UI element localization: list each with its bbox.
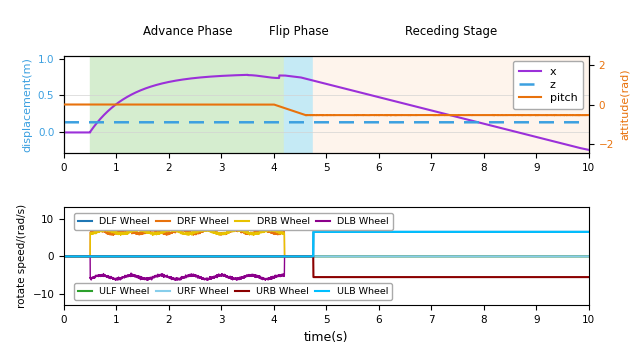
Bar	[90, 56, 284, 153]
URB Wheel	[452, 275, 460, 279]
DLF Wheel	[492, 230, 499, 234]
DRB Wheel	[492, 254, 499, 259]
Text: Flip Phase: Flip Phase	[269, 25, 329, 38]
ULF Wheel	[492, 254, 499, 259]
DRB Wheel	[401, 254, 409, 259]
ULF Wheel	[375, 254, 383, 259]
DRF Wheel	[401, 254, 409, 259]
ULB Wheel	[401, 230, 409, 234]
Y-axis label: displacement(m): displacement(m)	[22, 57, 32, 152]
DLF Wheel	[156, 254, 163, 259]
DRF Wheel	[452, 254, 460, 259]
ULB Wheel	[310, 230, 317, 234]
Line: DRB Wheel: DRB Wheel	[64, 229, 589, 256]
Text: Advance Phase: Advance Phase	[143, 25, 232, 38]
DRB Wheel	[60, 254, 68, 259]
DRF Wheel	[123, 226, 131, 230]
URF Wheel	[60, 254, 68, 259]
Y-axis label: rotate speed/(rad/s): rotate speed/(rad/s)	[17, 204, 27, 308]
X-axis label: time(s): time(s)	[304, 331, 349, 344]
DLB Wheel	[156, 273, 163, 277]
Text: Receding Stage: Receding Stage	[405, 25, 497, 38]
DRF Wheel	[585, 254, 593, 259]
DRF Wheel	[60, 254, 68, 259]
URB Wheel	[260, 254, 268, 259]
URF Wheel	[260, 254, 268, 259]
DLF Wheel	[60, 254, 68, 259]
DLF Wheel	[260, 254, 268, 259]
URB Wheel	[492, 275, 499, 279]
URF Wheel	[156, 254, 163, 259]
ULB Wheel	[492, 230, 499, 234]
ULB Wheel	[60, 254, 68, 259]
URF Wheel	[401, 254, 409, 259]
DLB Wheel	[112, 278, 120, 282]
DRB Wheel	[375, 254, 383, 259]
DLB Wheel	[260, 277, 268, 281]
URF Wheel	[375, 254, 383, 259]
DRB Wheel	[585, 254, 593, 259]
DLB Wheel	[60, 254, 68, 259]
URB Wheel	[585, 275, 593, 279]
ULF Wheel	[585, 254, 593, 259]
Legend: ULF Wheel, URF Wheel, URB Wheel, ULB Wheel: ULF Wheel, URF Wheel, URB Wheel, ULB Whe…	[74, 283, 392, 300]
DLF Wheel	[452, 230, 460, 234]
DRB Wheel	[452, 254, 460, 259]
URB Wheel	[60, 254, 68, 259]
Y-axis label: attitude(rad): attitude(rad)	[620, 69, 630, 140]
DLB Wheel	[492, 254, 499, 259]
URB Wheel	[375, 275, 383, 279]
Line: ULB Wheel: ULB Wheel	[64, 232, 589, 256]
ULB Wheel	[260, 254, 268, 259]
ULF Wheel	[60, 254, 68, 259]
DRB Wheel	[265, 227, 273, 231]
ULB Wheel	[585, 230, 593, 234]
Line: DRF Wheel: DRF Wheel	[64, 228, 589, 256]
URB Wheel	[156, 254, 163, 259]
DLB Wheel	[401, 254, 409, 259]
DRB Wheel	[156, 232, 163, 236]
DRF Wheel	[492, 254, 499, 259]
ULF Wheel	[156, 254, 163, 259]
Legend: x, z, pitch: x, z, pitch	[513, 61, 583, 109]
ULF Wheel	[452, 254, 460, 259]
Line: DLF Wheel: DLF Wheel	[64, 232, 589, 256]
Line: DLB Wheel: DLB Wheel	[64, 256, 589, 280]
DLF Wheel	[375, 230, 383, 234]
DRF Wheel	[156, 229, 163, 233]
ULB Wheel	[156, 254, 163, 259]
ULB Wheel	[375, 230, 383, 234]
URB Wheel	[310, 275, 317, 279]
URF Wheel	[492, 254, 499, 259]
ULB Wheel	[452, 230, 460, 234]
ULF Wheel	[260, 254, 268, 259]
URB Wheel	[401, 275, 409, 279]
URF Wheel	[585, 254, 593, 259]
DRF Wheel	[260, 226, 268, 230]
URF Wheel	[452, 254, 460, 259]
DLB Wheel	[585, 254, 593, 259]
DLB Wheel	[452, 254, 460, 259]
ULF Wheel	[401, 254, 409, 259]
DLF Wheel	[310, 230, 317, 234]
DRB Wheel	[260, 230, 268, 234]
Bar	[284, 56, 314, 153]
DLB Wheel	[375, 254, 383, 259]
Line: URB Wheel: URB Wheel	[64, 256, 589, 277]
DLF Wheel	[585, 230, 593, 234]
DRF Wheel	[375, 254, 383, 259]
Bar	[314, 56, 589, 153]
DLF Wheel	[401, 230, 409, 234]
